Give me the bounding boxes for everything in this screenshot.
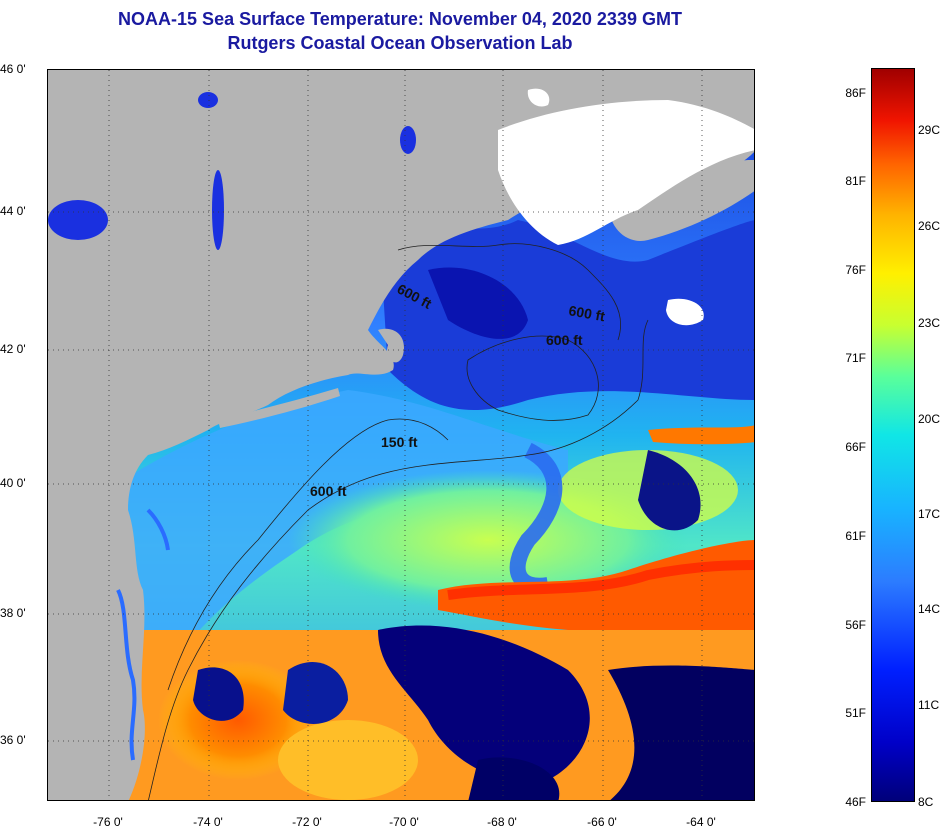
contour-label-600-ne: 600 ft [567,302,606,324]
sst-map: 600 ft 600 ft 600 ft 150 ft 600 ft [47,69,755,801]
contour-label-600-shelf: 600 ft [310,483,347,499]
lon-label-66: -66 0' [587,815,617,829]
cloud-area-east [666,298,704,326]
lat-label-38: 38 0' [0,606,26,620]
cloud-masked-dark-area-1 [378,625,590,782]
cape-cod [378,328,404,363]
cloud-area-small [527,88,550,107]
contour-label-600-gb: 600 ft [546,332,583,348]
cloud-masked-dark-area-2 [608,665,754,800]
colorbar-c-8: 8C [918,795,934,809]
lon-label-72: -72 0' [292,815,322,829]
map-title: NOAA-15 Sea Surface Temperature: Novembe… [118,9,682,29]
contour-label-150: 150 ft [381,434,418,450]
inland-lake-a [198,92,218,108]
cloud-area-north [498,100,754,245]
moosehead-lake [400,126,416,154]
cloud-masked-dark-area-3 [638,450,701,531]
lat-label-44: 44 0' [0,204,26,218]
lat-label-36: 36 0' [0,733,26,747]
lat-label-40: 40 0' [0,476,26,490]
lon-label-68: -68 0' [487,815,517,829]
warm-core-streak [648,425,754,445]
colorbar-c-26: 26C [918,219,941,233]
long-island [218,388,340,428]
colorbar-c-11: 11C [918,698,940,712]
colorbar-c-23: 23C [918,316,941,330]
temperature-colorbar [871,68,915,802]
colorbar-f-76: 76F [845,263,866,277]
colorbar-f-66: 66F [845,440,866,454]
cloud-masked-dark-area-6 [468,757,560,800]
colorbar-f-61: 61F [845,529,866,543]
lat-label-42: 42 0' [0,342,26,356]
colorbar-c-14: 14C [918,602,941,616]
cloud-masked-dark-area-5 [193,667,244,721]
contour-600ft-gom [397,243,622,341]
colorbar-f-46: 46F [845,795,866,809]
lake-ontario-edge [48,200,108,240]
colorbar-f-56: 56F [845,618,866,632]
chesapeake-bay [116,589,137,761]
colorbar-c-29: 29C [918,123,941,137]
map-subtitle: Rutgers Coastal Ocean Observation Lab [227,33,573,53]
lon-label-70: -70 0' [389,815,419,829]
lon-label-76: -76 0' [93,815,123,829]
colorbar-f-51: 51F [845,706,866,720]
nova-scotia [608,160,754,241]
lake-champlain [212,170,224,250]
lon-label-74: -74 0' [193,815,223,829]
contour-150ft [167,418,449,691]
colorbar-c-17: 17C [918,507,941,521]
warm-patch-b [278,720,418,800]
colorbar-f-86: 86F [845,86,866,100]
contour-600ft-south [148,319,649,800]
colorbar-f-71: 71F [845,351,866,365]
delaware-bay [146,508,170,551]
graticule [48,70,754,800]
colorbar-c-20: 20C [918,412,941,426]
contour-georges-bank [466,335,599,421]
land-mass [48,70,754,800]
cloud-masked-dark-area-4 [283,661,348,724]
gulf-stream-core [447,560,754,600]
lon-label-64: -64 0' [686,815,716,829]
colorbar-f-81: 81F [845,174,866,188]
gulf-of-maine-cold-water [378,210,754,410]
lat-label-46: 46 0' [0,62,26,76]
shelf-water [108,390,568,690]
